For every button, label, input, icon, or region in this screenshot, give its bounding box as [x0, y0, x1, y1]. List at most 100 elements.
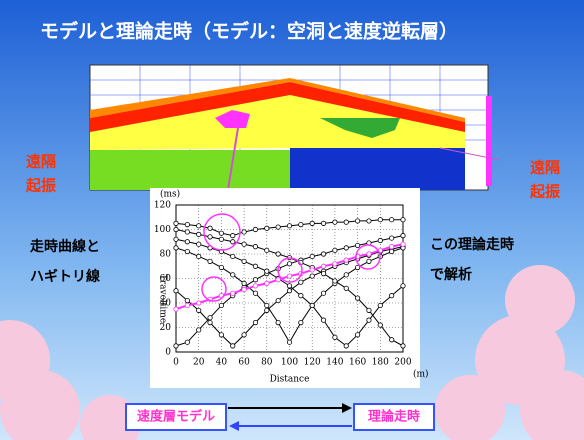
data-point	[400, 283, 406, 289]
data-point	[343, 219, 349, 225]
data-point	[354, 295, 361, 301]
data-point	[366, 218, 372, 224]
y-tick-label: 40	[160, 299, 172, 309]
velocity-model	[89, 64, 492, 191]
data-point	[320, 317, 327, 323]
caption: ハギトリ線	[30, 268, 100, 285]
data-point	[400, 233, 406, 239]
x-tick-label: 200	[394, 358, 411, 368]
data-point	[320, 251, 327, 257]
data-point	[377, 217, 383, 223]
data-point	[230, 343, 236, 349]
x-axis-label: Distance	[270, 375, 310, 385]
data-point	[275, 297, 281, 304]
data-point	[218, 236, 224, 242]
y-tick-label: 80	[160, 250, 172, 260]
data-point	[366, 258, 372, 264]
data-point	[196, 231, 202, 237]
highlight	[203, 213, 241, 251]
data-point	[218, 264, 224, 271]
data-point	[218, 230, 224, 236]
data-point	[309, 220, 315, 226]
data-point	[309, 267, 315, 273]
note: 遠隔	[26, 153, 56, 171]
data-point	[196, 223, 202, 229]
chart: 0 20 40 60 80 100 120 0 20 40 60 80 100 120 140 160 180 2…	[154, 189, 429, 385]
data-point	[354, 264, 361, 271]
data-point	[207, 225, 213, 231]
caption: 走時曲線と	[30, 238, 100, 255]
data-point	[298, 319, 304, 326]
data-point	[366, 307, 372, 313]
x-tick-label: 20	[193, 358, 205, 368]
data-point	[389, 248, 395, 255]
data-point	[173, 343, 179, 349]
data-point	[320, 270, 327, 277]
data-point	[286, 273, 293, 279]
y-tick-label: 0	[165, 348, 171, 358]
data-point	[184, 222, 190, 228]
data-point	[389, 235, 395, 241]
note: 起振	[529, 183, 560, 201]
note: 遠隔	[530, 159, 560, 177]
data-point	[230, 272, 236, 278]
data-point	[241, 241, 247, 247]
data-point	[343, 343, 349, 349]
data-point	[332, 334, 338, 340]
data-point	[241, 280, 247, 286]
data-point	[264, 307, 270, 313]
data-point	[252, 319, 259, 326]
data-point	[400, 241, 406, 247]
data-point	[286, 223, 293, 229]
plot-frame	[175, 204, 404, 353]
data-point	[207, 319, 213, 326]
caption: この理論走時	[430, 236, 514, 253]
data-point	[389, 293, 395, 299]
data-point	[377, 322, 383, 328]
data-point	[252, 244, 259, 250]
data-point	[173, 288, 179, 294]
data-point	[343, 285, 349, 291]
data-point	[252, 226, 259, 233]
blossoms	[0, 265, 584, 440]
data-point	[173, 245, 179, 251]
data-point	[184, 248, 190, 255]
data-point	[184, 297, 190, 304]
data-point	[230, 253, 236, 260]
data-point	[377, 302, 383, 309]
data-point	[196, 307, 202, 313]
data-point	[309, 273, 315, 279]
note: 起振	[25, 177, 56, 195]
data-point	[389, 217, 395, 223]
data-point	[173, 220, 179, 226]
data-point	[207, 234, 213, 240]
data-point	[173, 236, 179, 242]
data-point	[389, 244, 395, 250]
chart-panel	[150, 188, 420, 388]
x-tick-label: 180	[372, 358, 389, 368]
y-tick-label: 100	[154, 225, 171, 235]
data-point	[230, 290, 236, 296]
y-axis-unit: (ms)	[160, 189, 180, 200]
y-tick-label: 60	[160, 274, 172, 284]
data-point	[343, 245, 349, 251]
flow-box	[353, 403, 435, 431]
x-tick-label: 100	[281, 358, 298, 368]
data-point	[173, 226, 179, 233]
data-point	[275, 224, 281, 230]
data-point	[173, 306, 179, 312]
data-point	[230, 233, 236, 239]
data-point	[286, 288, 293, 294]
data-point	[252, 263, 259, 269]
data-point	[264, 302, 270, 309]
data-point	[184, 302, 190, 309]
x-tick-label: 120	[304, 358, 321, 368]
data-point	[309, 253, 315, 260]
data-point	[218, 302, 224, 309]
x-tick-label: 40	[216, 358, 228, 368]
data-point	[332, 247, 338, 253]
data-point	[196, 253, 202, 260]
data-point	[184, 339, 190, 345]
data-point	[252, 283, 259, 289]
